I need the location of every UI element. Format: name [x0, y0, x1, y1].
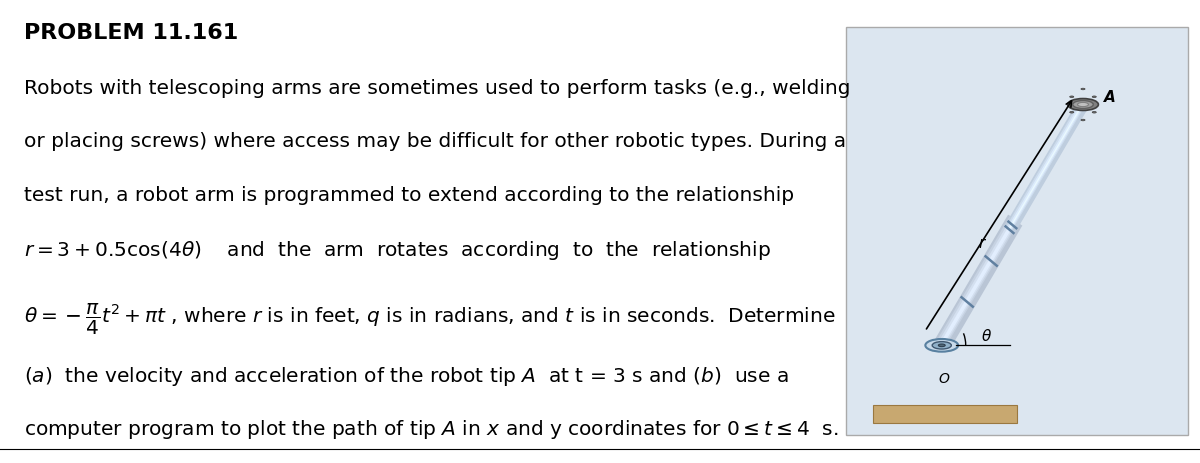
- Circle shape: [1092, 97, 1097, 98]
- Text: $r = 3 + 0.5\cos(4\theta)$    and  the  arm  rotates  according  to  the  relati: $r = 3 + 0.5\cos(4\theta)$ and the arm r…: [24, 238, 770, 262]
- Circle shape: [925, 339, 958, 352]
- Circle shape: [1068, 100, 1098, 111]
- Text: $\theta$: $\theta$: [982, 327, 992, 344]
- Text: PROBLEM 11.161: PROBLEM 11.161: [24, 23, 239, 43]
- Bar: [846, 28, 1188, 435]
- Text: test run, a robot arm is programmed to extend according to the relationship: test run, a robot arm is programmed to e…: [24, 185, 794, 204]
- Circle shape: [1081, 120, 1085, 122]
- Circle shape: [932, 342, 952, 349]
- Circle shape: [938, 344, 946, 347]
- Text: computer program to plot the path of tip $A$ in $x$ and y coordinates for $0 \le: computer program to plot the path of tip…: [24, 417, 839, 440]
- Circle shape: [1081, 89, 1085, 91]
- Text: A: A: [1104, 90, 1115, 105]
- Circle shape: [1069, 97, 1074, 98]
- Circle shape: [1073, 101, 1093, 109]
- Text: $(a)$  the velocity and acceleration of the robot tip $A$  at t = 3 s and $(b)$ : $(a)$ the velocity and acceleration of t…: [24, 364, 788, 387]
- Text: Robots with telescoping arms are sometimes used to perform tasks (e.g., welding: Robots with telescoping arms are sometim…: [24, 79, 851, 98]
- Text: r: r: [978, 235, 984, 250]
- Bar: [874, 405, 1018, 423]
- Text: or placing screws) where access may be difficult for other robotic types. During: or placing screws) where access may be d…: [24, 132, 846, 151]
- Circle shape: [1069, 112, 1074, 114]
- Text: $\theta = -\dfrac{\pi}{4}t^2 + \pi t$ , where $r$ is in feet, $q$ is in radians,: $\theta = -\dfrac{\pi}{4}t^2 + \pi t$ , …: [24, 301, 835, 337]
- Circle shape: [1078, 103, 1088, 107]
- Circle shape: [1092, 112, 1097, 114]
- Text: O: O: [938, 371, 949, 385]
